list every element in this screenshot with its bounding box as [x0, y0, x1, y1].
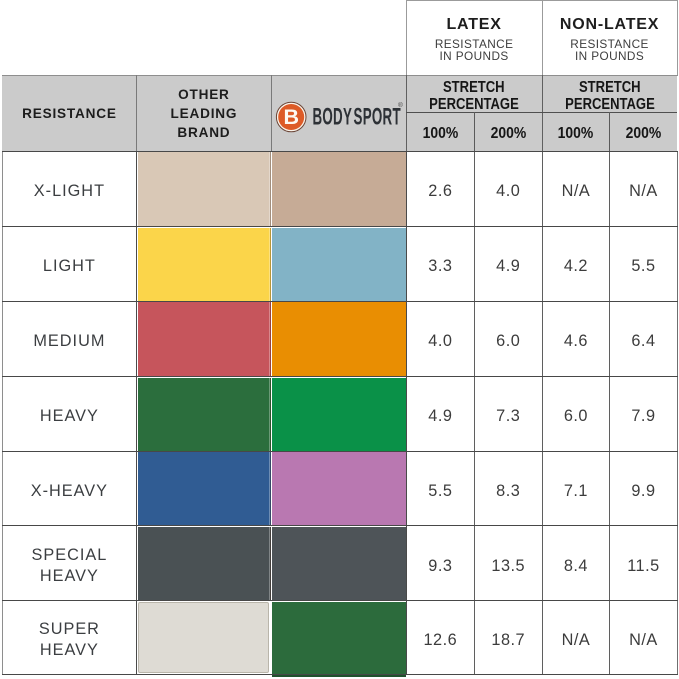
svg-text:®: ® — [398, 101, 403, 109]
svg-text:BODY SPORT: BODY SPORT — [313, 103, 401, 130]
svg-text:B: B — [284, 105, 300, 129]
